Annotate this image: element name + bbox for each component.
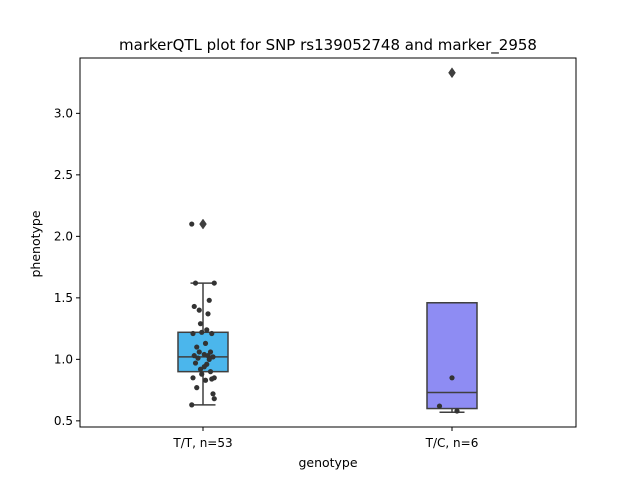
data-point xyxy=(209,330,215,337)
data-point xyxy=(201,364,207,370)
data-point xyxy=(189,221,195,227)
data-point xyxy=(197,366,204,372)
data-point xyxy=(190,375,196,381)
outlier-marker xyxy=(448,67,456,79)
x-axis-label: genotype xyxy=(298,455,357,470)
data-point xyxy=(197,321,204,327)
data-point xyxy=(199,371,205,377)
data-point xyxy=(205,311,211,317)
data-point xyxy=(196,349,202,355)
data-point xyxy=(206,356,212,362)
data-point xyxy=(211,396,217,402)
y-tick-label: 1.0 xyxy=(54,352,73,366)
data-point xyxy=(192,360,199,366)
data-point xyxy=(210,354,216,360)
data-point xyxy=(206,297,212,303)
y-tick-label: 1.5 xyxy=(54,291,73,305)
box-iqr xyxy=(426,302,478,410)
data-point xyxy=(454,408,460,414)
data-point xyxy=(210,391,216,397)
data-point xyxy=(211,280,217,286)
outlier-marker xyxy=(199,218,207,230)
x-tick-label: T/C, n=6 xyxy=(425,436,479,450)
data-point xyxy=(190,330,196,337)
plot-area: 0.5 1.0 1.5 2.0 2.5 3.0 T/T, n=53 T/C, n=6 xyxy=(54,57,577,450)
chart-title: markerQTL plot for SNP rs139052748 and m… xyxy=(119,36,537,55)
data-point xyxy=(449,375,455,381)
data-point xyxy=(191,303,197,310)
data-point xyxy=(209,376,215,382)
data-point xyxy=(202,340,209,346)
data-point xyxy=(192,280,199,286)
data-point xyxy=(196,307,202,313)
y-axis-label: phenotype xyxy=(28,210,43,277)
plot-frame xyxy=(79,57,577,428)
data-point xyxy=(202,377,209,383)
y-tick-label: 3.0 xyxy=(54,106,73,120)
data-point xyxy=(189,402,195,408)
data-point xyxy=(207,369,214,375)
data-point xyxy=(436,403,443,409)
data-point xyxy=(194,385,200,391)
data-point xyxy=(199,329,205,335)
data-point xyxy=(191,353,197,359)
x-tick-label: T/T, n=53 xyxy=(172,436,232,450)
y-tick-label: 2.0 xyxy=(54,229,73,243)
data-point xyxy=(194,344,200,350)
data-point xyxy=(195,355,201,361)
data-point xyxy=(204,327,210,333)
y-tick-label: 0.5 xyxy=(54,414,73,428)
y-tick-label: 2.5 xyxy=(54,168,73,182)
data-point xyxy=(207,349,214,355)
